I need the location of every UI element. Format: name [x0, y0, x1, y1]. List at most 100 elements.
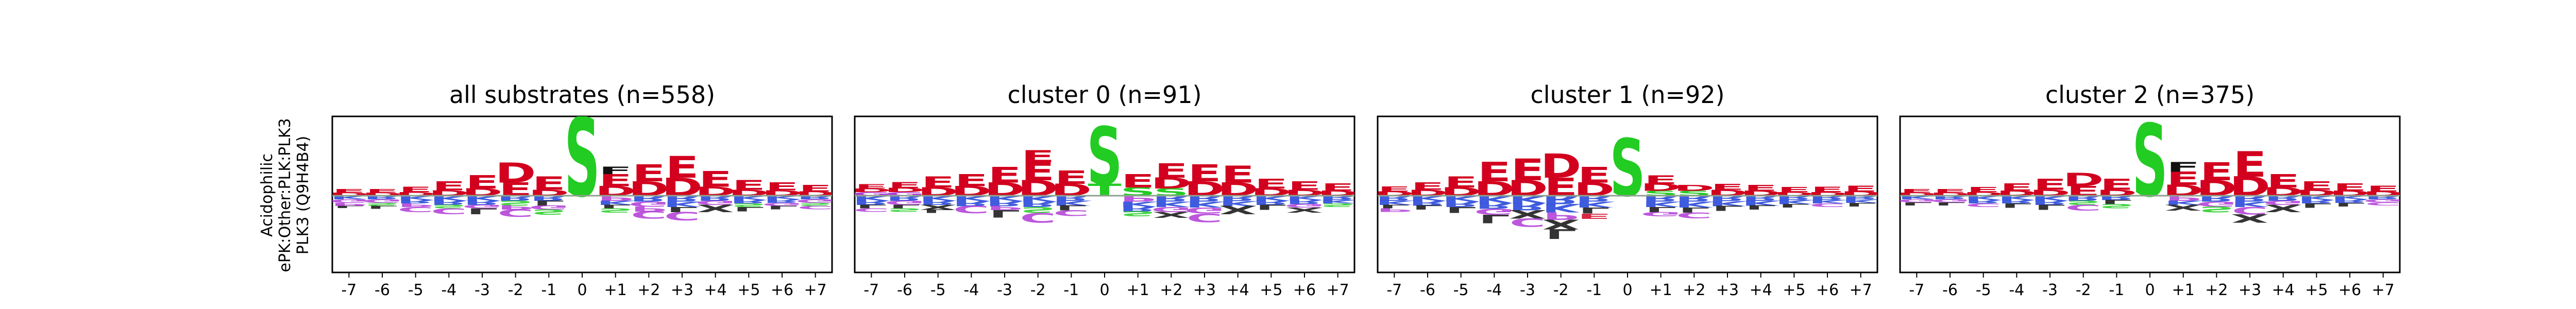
logo-letter: C [2065, 202, 2101, 212]
x-tick-label: -5 [1453, 281, 1469, 299]
logo-letter: K [1319, 199, 1359, 204]
x-tick-label: -3 [1520, 281, 1535, 299]
x-tick-label: +5 [1783, 281, 1805, 299]
logo-letter: K [2331, 195, 2370, 200]
x-tick-label: -2 [508, 281, 523, 299]
logo-letter: P [1543, 210, 1579, 221]
logo-letter: L [366, 205, 398, 210]
logo-letter: D [329, 192, 370, 197]
logo-letter: D [395, 191, 436, 197]
x-tick-label: +6 [771, 281, 793, 299]
x-tick-label: -3 [474, 281, 490, 299]
logo-letter: D [662, 173, 703, 201]
logo-letter: D [1540, 147, 1582, 186]
logo-letter: R [2364, 195, 2402, 200]
logo-letter: E [1021, 147, 1055, 166]
logo-letter: E [1710, 182, 1744, 192]
logo-letter: L [856, 203, 887, 209]
logo-letter: L [733, 205, 765, 212]
logo-letter: E [1744, 183, 1778, 193]
logo-letter: G [695, 199, 736, 205]
logo-letter: G [1184, 205, 1225, 215]
logo-letter: D [2063, 169, 2104, 191]
logo-letter: R [852, 199, 890, 205]
logo-letter: E [1444, 174, 1478, 191]
logo-letter: D [1640, 182, 1682, 193]
logo-letter: E [1221, 161, 1255, 188]
logo-letter: E [1844, 184, 1878, 194]
logo-letter: D [629, 178, 670, 201]
logo-letter: G [1474, 207, 1515, 217]
logo-letter: R [1019, 200, 1057, 209]
logo-letter: S [531, 208, 567, 216]
x-tick-label: +6 [1293, 281, 1316, 299]
logo-letter: D [1018, 176, 1059, 201]
logo-letter: L [1579, 205, 1610, 215]
logo-letter: E [1321, 182, 1355, 193]
logo-letter: X [1285, 206, 1324, 214]
logo-letter: S [364, 202, 400, 207]
logo-letter: L [1679, 206, 1710, 214]
logo-panel: cluster 2 (n=375)DEKGLDERGLDEKRCDEKRLDEK… [1896, 81, 2402, 299]
x-tick-label: -4 [1486, 281, 1502, 299]
logo-letter: S [1020, 205, 1056, 215]
x-tick-label: +4 [704, 281, 727, 299]
x-tick-label: +3 [1193, 281, 1216, 299]
logo-letter: S [2132, 103, 2167, 219]
logo-letter: X [697, 202, 735, 214]
logo-letter: E [1188, 160, 1221, 187]
logo-letter: C [2365, 201, 2401, 206]
logo-letter: E [2033, 176, 2067, 193]
logo-letter: C [1020, 210, 1056, 225]
x-tick-label: -7 [1909, 281, 1924, 299]
x-tick-label: +5 [1260, 281, 1282, 299]
x-tick-label: -4 [441, 281, 456, 299]
logo-letter: D [1507, 176, 1548, 201]
logo-letter: E [1810, 185, 1844, 194]
logo-letter: G [885, 199, 925, 205]
x-tick-label: -1 [541, 281, 556, 299]
logo-letter: E [921, 174, 955, 191]
logo-letter: F [599, 165, 633, 177]
logo-letter: D [2229, 171, 2270, 202]
x-tick-label: -1 [1063, 281, 1079, 299]
logo-letter: E [1021, 157, 1055, 186]
logo-letter: L [989, 208, 1020, 219]
logo-letter: S [1609, 123, 1645, 215]
logo-letter: R [1509, 200, 1547, 212]
logo-letter: D [1896, 192, 1938, 197]
x-tick-label: +3 [671, 281, 693, 299]
logo-letter: G [329, 198, 369, 204]
panel-title: all substrates (n=558) [449, 81, 715, 109]
logo-letter: L [533, 199, 565, 207]
logo-letter: C [664, 209, 700, 222]
logo-panels: all substrates (n=558)DEKGPLDERGSLDEKRPC… [329, 81, 2402, 299]
logo-letter: S [2199, 204, 2234, 214]
logo-letter: C [953, 203, 989, 215]
panel-title: cluster 0 (n=91) [1007, 81, 1201, 109]
logo-letter: L [2001, 202, 2032, 209]
logo-letter: E [1933, 188, 1967, 194]
logo-letter: E [632, 160, 666, 187]
logo-letter: S [2065, 199, 2101, 205]
x-tick-label: 0 [577, 281, 587, 299]
logo-letter: R [463, 199, 501, 205]
logo-letter: D [362, 192, 403, 197]
x-tick-label: -3 [997, 281, 1012, 299]
logo-panel: cluster 1 (n=92)DERKLPDEKRLDEKRLDEKRGLDE… [1377, 81, 1880, 299]
x-tick-label: +3 [2239, 281, 2261, 299]
x-tick-label: +2 [1683, 281, 1705, 299]
logo-letter: E [1900, 188, 1934, 194]
logo-letter: L [1479, 212, 1510, 226]
logo-letter: R [1842, 195, 1880, 200]
logo-letter: D [1184, 178, 1225, 201]
logo-letter: X [1509, 207, 1547, 220]
logo-letter: E [1478, 157, 1511, 188]
x-tick-label: +7 [804, 281, 827, 299]
logo-letter: R [1442, 200, 1480, 209]
x-tick-label: +1 [1650, 281, 1672, 299]
x-tick-label: -6 [1420, 281, 1435, 299]
logo-letter: K [1575, 200, 1615, 210]
row-label-category: Acidophilic [258, 153, 276, 237]
logo-letter: G [1896, 198, 1937, 203]
